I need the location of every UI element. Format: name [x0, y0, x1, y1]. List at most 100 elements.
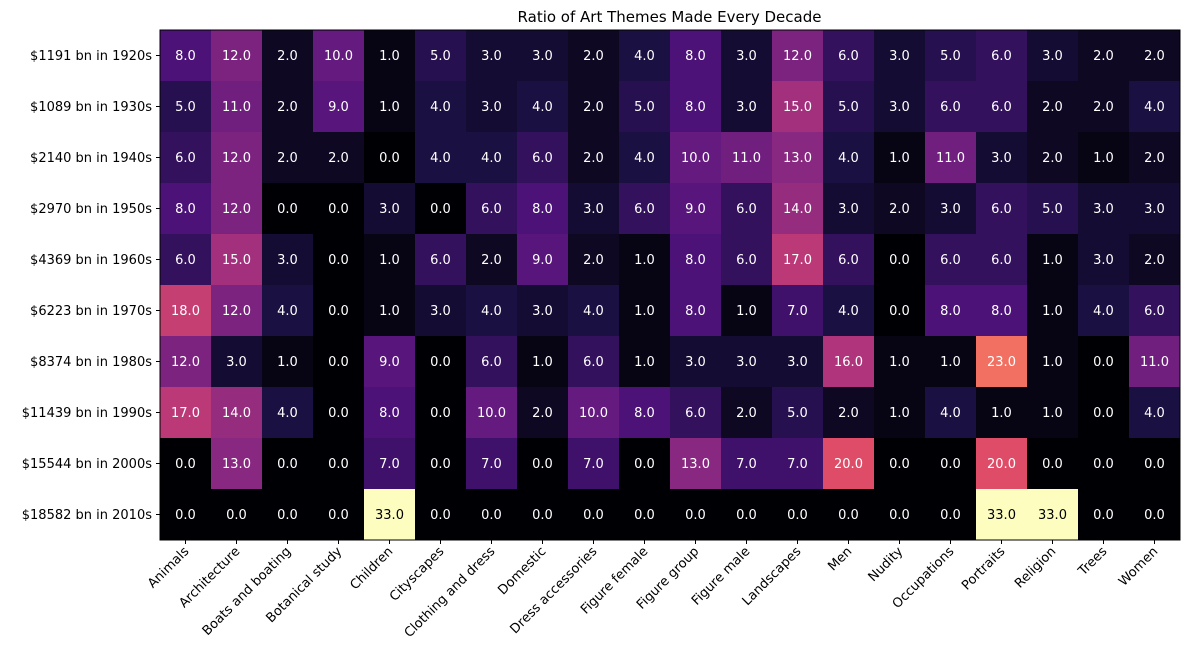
cell-value-label: 0.0 — [379, 151, 400, 166]
cell-value-label: 3.0 — [226, 355, 247, 370]
heatmap-cell — [568, 285, 620, 337]
cell-value-label: 8.0 — [175, 202, 196, 217]
cell-value-label: 2.0 — [277, 49, 298, 64]
y-tick-label: $8374 bn in 1980s — [30, 355, 152, 370]
cell-value-label: 3.0 — [736, 100, 757, 115]
heatmap-cell — [313, 132, 365, 184]
x-tick-label: Animals — [145, 544, 192, 591]
cell-value-label: 6.0 — [991, 253, 1012, 268]
y-axis: $1191 bn in 1920s $1089 bn in 1930s $2140 … — [22, 49, 160, 523]
y-tick-label: $1089 bn in 1930s — [30, 100, 152, 115]
cell-value-label: 2.0 — [1093, 49, 1114, 64]
heatmap-cell — [364, 387, 416, 439]
cell-value-label: 33.0 — [375, 508, 404, 523]
heatmap-cell — [772, 387, 824, 439]
cell-value-label: 8.0 — [991, 304, 1012, 319]
cell-value-label: 6.0 — [991, 100, 1012, 115]
cell-value-label: 12.0 — [222, 151, 251, 166]
cell-value-label: 1.0 — [277, 355, 298, 370]
heatmap-cell — [874, 30, 926, 82]
cell-value-label: 6.0 — [481, 355, 502, 370]
cell-value-label: 0.0 — [940, 508, 961, 523]
heatmap-cell — [772, 81, 824, 133]
cell-value-label: 8.0 — [685, 100, 706, 115]
heatmap-cell — [721, 387, 773, 439]
cell-value-label: 3.0 — [736, 49, 757, 64]
heatmap-cell — [364, 285, 416, 337]
x-tick-label: Domestic — [495, 544, 549, 598]
cell-value-label: 14.0 — [783, 202, 812, 217]
cell-value-label: 8.0 — [685, 49, 706, 64]
heatmap-cell — [160, 234, 212, 286]
cell-value-label: 7.0 — [583, 457, 604, 472]
heatmap-cell — [262, 234, 314, 286]
cell-value-label: 3.0 — [277, 253, 298, 268]
heatmap-cell — [619, 336, 671, 388]
cell-value-label: 1.0 — [1042, 253, 1063, 268]
heatmap-cell — [262, 438, 314, 490]
heatmap-cell — [415, 30, 467, 82]
x-tick-label: Dress accessories — [508, 544, 601, 637]
x-tick-label: Men — [825, 544, 855, 574]
heatmap-cell — [160, 183, 212, 235]
cell-value-label: 0.0 — [736, 508, 757, 523]
heatmap-cell — [160, 336, 212, 388]
cell-value-label: 3.0 — [940, 202, 961, 217]
heatmap-cell — [721, 489, 773, 541]
cell-value-label: 0.0 — [328, 406, 349, 421]
cell-value-label: 15.0 — [783, 100, 812, 115]
heatmap-cell — [568, 438, 620, 490]
cell-value-label: 4.0 — [940, 406, 961, 421]
cell-value-label: 16.0 — [834, 355, 863, 370]
cell-value-label: 5.0 — [940, 49, 961, 64]
heatmap-cell — [823, 132, 875, 184]
cell-value-label: 10.0 — [477, 406, 506, 421]
cell-value-label: 1.0 — [940, 355, 961, 370]
cell-value-label: 3.0 — [685, 355, 706, 370]
cell-value-label: 4.0 — [532, 100, 553, 115]
cell-value-label: 11.0 — [222, 100, 251, 115]
cell-value-label: 5.0 — [430, 49, 451, 64]
heatmap-cell — [619, 234, 671, 286]
heatmap-cells — [160, 30, 1181, 541]
cell-value-label: 2.0 — [1144, 49, 1165, 64]
cell-value-label: 3.0 — [1042, 49, 1063, 64]
x-tick-label: Children — [347, 544, 396, 593]
cell-value-label: 3.0 — [736, 355, 757, 370]
heatmap-cell — [1078, 132, 1130, 184]
heatmap-cell — [976, 81, 1028, 133]
heatmap-cell — [1027, 387, 1079, 439]
cell-value-label: 13.0 — [222, 457, 251, 472]
heatmap-cell — [772, 336, 824, 388]
cell-value-label: 0.0 — [175, 457, 196, 472]
heatmap-cell — [925, 234, 977, 286]
cell-value-label: 3.0 — [583, 202, 604, 217]
cell-value-label: 6.0 — [583, 355, 604, 370]
heatmap-cell — [1129, 30, 1181, 82]
cell-value-label: 9.0 — [328, 100, 349, 115]
cell-value-label: 0.0 — [787, 508, 808, 523]
heatmap-cell — [874, 234, 926, 286]
heatmap-cell — [670, 132, 722, 184]
cell-value-label: 0.0 — [532, 508, 553, 523]
cell-value-label: 6.0 — [175, 253, 196, 268]
chart-title: Ratio of Art Themes Made Every Decade — [518, 8, 822, 26]
cell-value-label: 1.0 — [634, 253, 655, 268]
heatmap-cell — [619, 438, 671, 490]
heatmap-cell — [211, 183, 263, 235]
heatmap-cell — [823, 81, 875, 133]
heatmap-cell — [211, 387, 263, 439]
heatmap-cell — [313, 336, 365, 388]
cell-value-label: 4.0 — [481, 304, 502, 319]
heatmap-cell — [466, 183, 518, 235]
cell-value-label: 1.0 — [532, 355, 553, 370]
heatmap-cell — [517, 81, 569, 133]
heatmap-cell — [160, 30, 212, 82]
cell-value-label: 0.0 — [940, 457, 961, 472]
heatmap-cell — [925, 387, 977, 439]
cell-value-label: 1.0 — [634, 355, 655, 370]
heatmap-cell — [313, 81, 365, 133]
cell-value-label: 5.0 — [838, 100, 859, 115]
heatmap-cell — [160, 285, 212, 337]
